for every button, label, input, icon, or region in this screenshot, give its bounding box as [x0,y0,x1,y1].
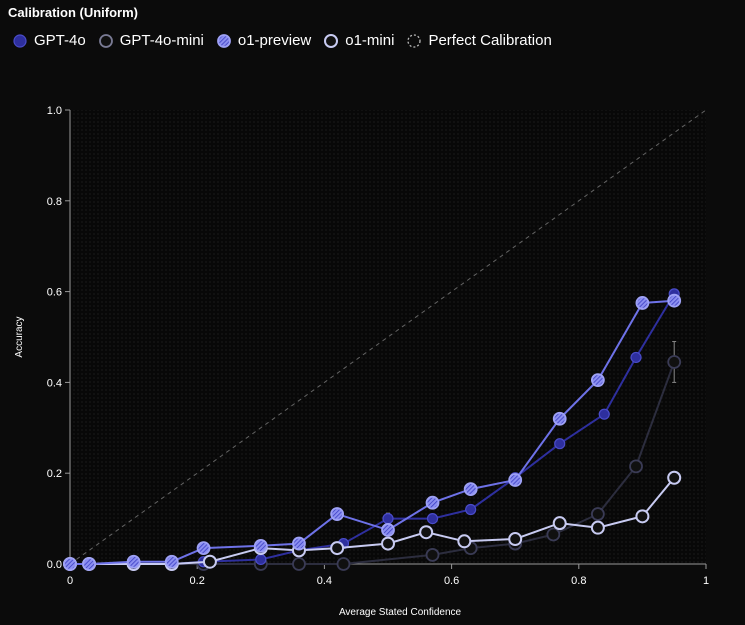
point-o1-preview [381,523,395,537]
point-o1-preview [635,296,650,310]
y-tick-label: 0.2 [47,468,62,480]
legend-label-perfect-calibration: Perfect Calibration [428,32,552,49]
point-o1-mini [419,525,434,540]
point-o1-preview [63,557,77,571]
x-tick-label: 1 [703,575,709,587]
y-tick-label: 1.0 [47,105,62,117]
y-tick-label: 0.4 [47,377,62,389]
point-o1-preview [253,538,268,553]
point-o1-preview [126,554,141,569]
point-o1-preview [82,557,96,571]
point-gpt-4o [382,512,394,525]
point-gpt-4o [465,503,477,516]
point-gpt-4o [630,351,642,364]
x-tick-label: 0.6 [444,575,459,587]
y-tick-label: 0.8 [47,196,62,208]
point-gpt-4o-mini [667,355,682,369]
legend-label-o1-preview: o1-preview [237,32,312,49]
point-gpt-4o [554,438,566,450]
point-o1-mini [381,536,395,551]
point-gpt-4o [598,408,610,420]
point-o1-preview [292,536,306,551]
legend-label-gpt-4o: GPT-4o [34,32,86,49]
point-o1-preview [590,373,605,388]
legend-marker-gpt-4o-mini [98,33,113,48]
legend-marker-gpt-4o [13,33,27,48]
point-o1-preview [330,507,345,521]
legend-label-gpt-4o-mini: GPT-4o-mini [119,32,204,49]
point-o1-mini [635,509,650,524]
chart-legend: GPT-4o GPT-4o-mini o1-preview o1-mini Perfec… [12,32,564,49]
point-o1-mini [552,516,567,531]
point-gpt-4o-mini [425,548,440,562]
point-o1-preview [552,411,567,426]
x-tick-label: 0.4 [317,575,332,587]
legend-marker-o1-mini [324,33,339,48]
legend-label-o1-mini: o1-mini [345,32,395,49]
series-line-o1-preview [70,299,675,565]
point-o1-mini [330,541,345,556]
point-gpt-4o-mini [292,557,306,571]
legend-marker-perfect-calibration [407,33,422,48]
y-tick-label: 0.6 [47,287,62,299]
point-o1-preview [667,293,682,308]
chart-title: Calibration (Uniform) [8,5,138,20]
x-tick-label: 0.8 [571,575,586,587]
point-o1-preview [463,482,478,496]
legend-item-perfect-calibration: Perfect Calibration [406,32,552,49]
series-line-perfect-calibration [69,109,707,565]
legend-item-gpt-4o-mini: GPT-4o-mini [98,32,204,49]
legend-marker-o1-preview [216,33,231,48]
point-o1-mini [457,534,472,549]
point-o1-preview [508,473,523,487]
point-gpt-4o-mini [336,557,351,571]
legend-item-gpt-4o: GPT-4o [12,32,86,49]
y-tick-label: 0.0 [47,559,62,571]
x-tick-label: 0.2 [190,575,205,587]
point-o1-preview [196,541,211,556]
point-o1-mini [667,470,682,485]
point-o1-preview [164,554,179,569]
legend-item-o1-preview: o1-preview [216,32,311,49]
x-axis-label: Average Stated Confidence [339,607,462,618]
point-gpt-4o-mini [546,527,561,542]
point-gpt-4o [426,512,439,525]
point-o1-mini [202,554,217,569]
x-tick-label: 0 [67,575,73,587]
series-line-o1-mini [70,477,675,565]
point-gpt-4o-mini [629,459,643,474]
point-o1-mini [590,520,605,535]
point-gpt-4o [255,553,267,566]
legend-item-o1-mini: o1-mini [323,32,394,49]
point-gpt-4o-mini [590,507,605,521]
point-o1-mini [508,532,523,547]
y-axis-label: Accuracy [14,316,25,357]
point-o1-preview [425,495,440,510]
